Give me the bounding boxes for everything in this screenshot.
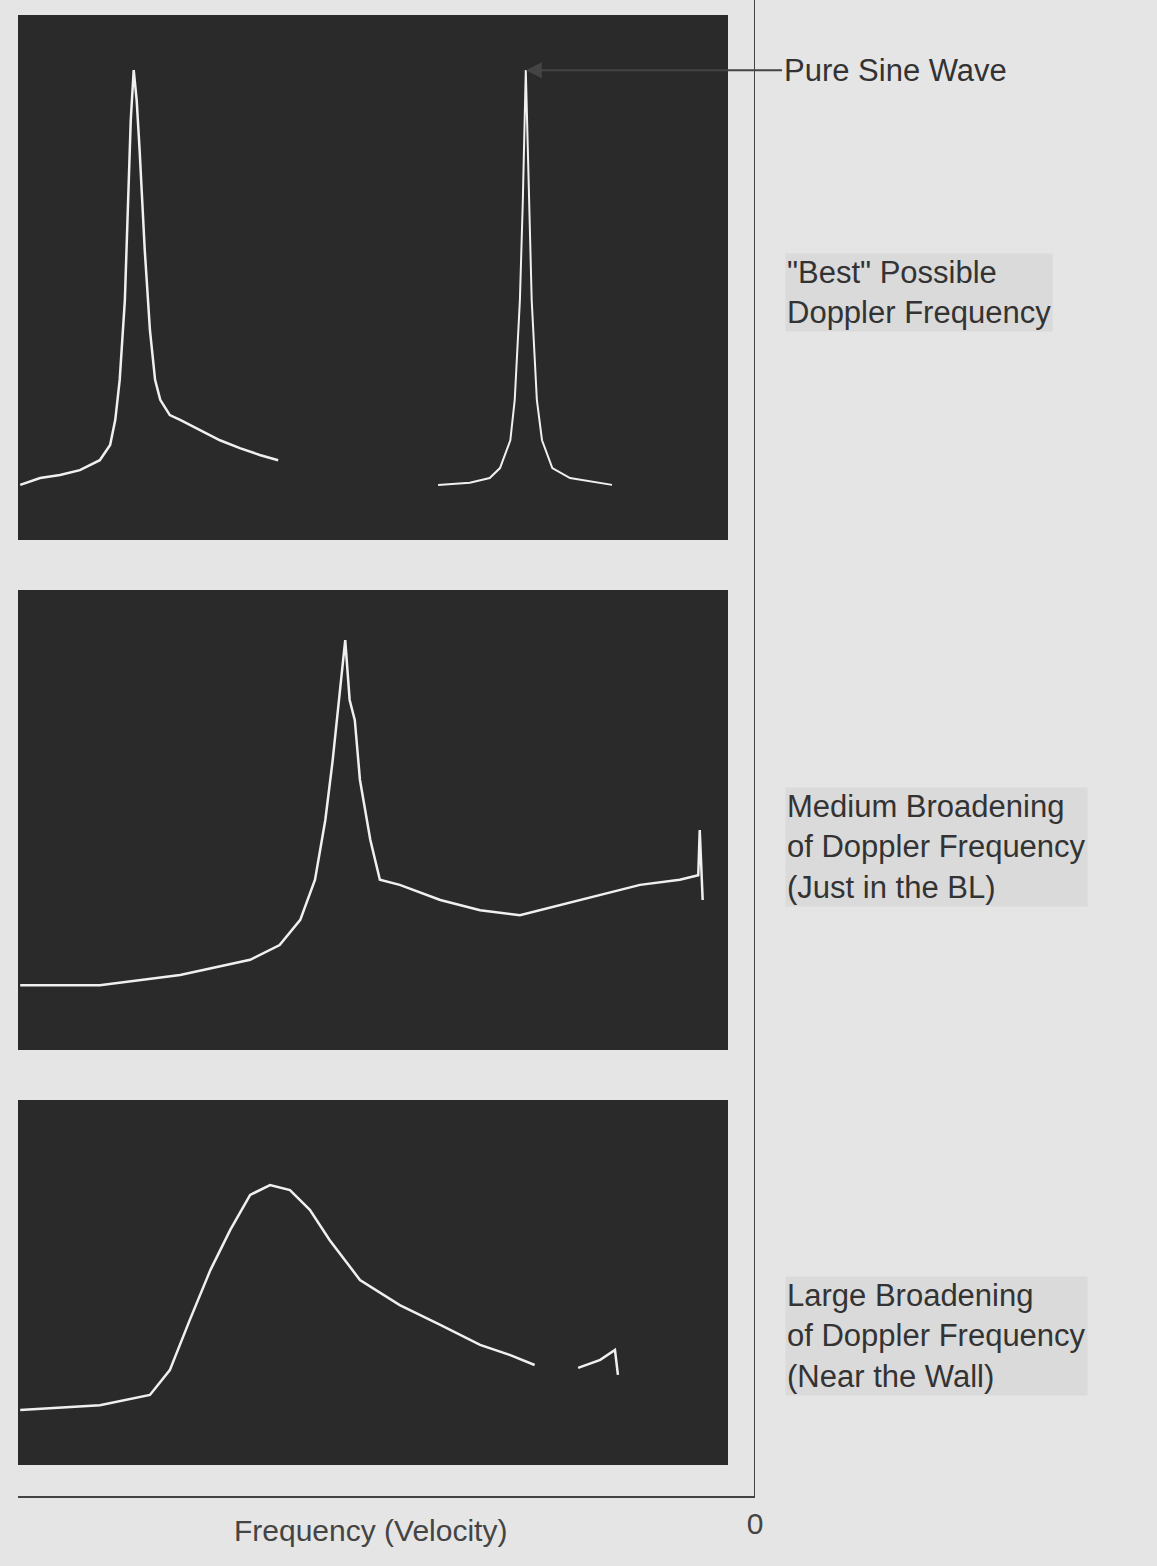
svg-text:Large Broadeningof Doppler Fre: Large Broadeningof Doppler Frequency(Nea… — [787, 1278, 1086, 1394]
svg-text:"Best" PossibleDoppler Frequen: "Best" PossibleDoppler Frequency — [787, 255, 1051, 330]
svg-text:Frequency (Velocity): Frequency (Velocity) — [234, 1514, 507, 1547]
svg-text:0: 0 — [747, 1507, 764, 1540]
svg-text:Pure Sine Wave: Pure Sine Wave — [784, 53, 1007, 88]
svg-text:Medium Broadeningof Doppler Fr: Medium Broadeningof Doppler Frequency(Ju… — [787, 789, 1086, 905]
